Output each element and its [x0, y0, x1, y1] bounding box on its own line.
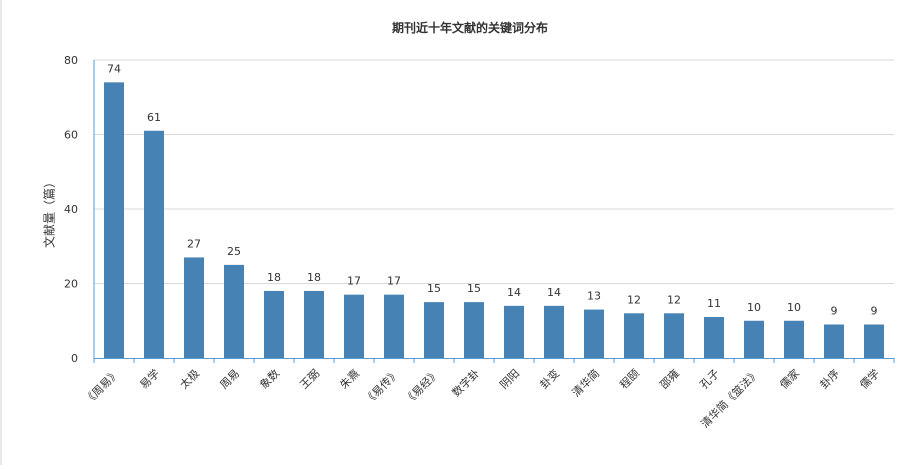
bar: [504, 305, 524, 358]
data-label: 15: [427, 282, 441, 295]
x-tick-label: 太极: [177, 366, 202, 391]
y-tick-label: 20: [64, 278, 78, 291]
data-label: 18: [267, 271, 281, 284]
data-label: 74: [107, 62, 121, 75]
x-tick-label: 儒家: [777, 366, 802, 391]
bar: [824, 324, 844, 358]
chart-title: 期刊近十年文献的关键词分布: [392, 20, 548, 35]
bar: [184, 257, 204, 358]
data-label: 9: [831, 304, 838, 317]
bar: [424, 302, 444, 358]
y-axis-label: 文献量（篇）: [42, 176, 57, 248]
x-tick-label: 《易经》: [402, 367, 442, 407]
bar: [784, 320, 804, 358]
data-label: 14: [507, 286, 521, 299]
data-label: 17: [347, 275, 361, 288]
bar: [624, 313, 644, 358]
grid-lines: [94, 59, 894, 284]
data-label: 15: [467, 282, 481, 295]
x-tick-label: 儒学: [857, 366, 882, 391]
x-tick-label: 《易传》: [362, 367, 402, 407]
x-tick-label: 王弼: [297, 367, 322, 392]
y-tick-label: 60: [64, 129, 78, 142]
x-tick-label: 阴阳: [497, 367, 522, 392]
data-label: 10: [747, 301, 761, 314]
data-label: 10: [787, 301, 801, 314]
y-tick-label: 80: [64, 54, 78, 67]
bar: [744, 320, 764, 358]
data-label: 14: [547, 286, 561, 299]
data-label: 12: [667, 293, 681, 306]
x-tick-label: 数字卦: [449, 366, 482, 399]
panel-left-border: [0, 0, 2, 465]
data-label: 27: [187, 237, 201, 250]
x-tick-label: 易学: [137, 366, 162, 391]
data-label: 11: [707, 297, 721, 310]
x-tick-label: 清华简: [569, 366, 602, 399]
bar: [864, 324, 884, 358]
bar: [144, 130, 164, 358]
bar: [264, 290, 284, 358]
bar: [584, 309, 604, 358]
data-label: 17: [387, 275, 401, 288]
x-tick-label: 邵雍: [657, 366, 682, 391]
x-tick-label: 朱熹: [337, 366, 362, 391]
y-tick-label: 0: [71, 352, 78, 365]
bar: [544, 305, 564, 358]
data-label: 12: [627, 293, 641, 306]
bar-series: 74 61 27 25 18 18 17 17 15 15 14 14 13 12 12 11 10 10 9 9: [104, 62, 884, 358]
bar: [464, 302, 484, 358]
x-tick-label: 孔子: [697, 367, 722, 392]
x-tick-label: 卦序: [817, 366, 842, 391]
bar: [224, 264, 244, 358]
data-label: 25: [227, 245, 241, 258]
bar: [704, 317, 724, 358]
x-tick-label: 程颐: [617, 367, 642, 392]
x-tick-label: 卦变: [537, 366, 562, 391]
y-tick-label: 40: [64, 203, 78, 216]
data-label: 61: [147, 111, 161, 124]
data-label: 18: [307, 271, 321, 284]
bar: [344, 294, 364, 358]
x-tick-label: 周易: [217, 367, 242, 392]
bar: [664, 313, 684, 358]
bar: [104, 82, 124, 358]
x-tick-label: 象数: [257, 367, 282, 392]
data-label: 13: [587, 290, 601, 303]
x-tick-label: 《周易》: [82, 367, 122, 407]
data-label: 9: [871, 304, 878, 317]
bar: [384, 294, 404, 358]
bar: [304, 290, 324, 358]
